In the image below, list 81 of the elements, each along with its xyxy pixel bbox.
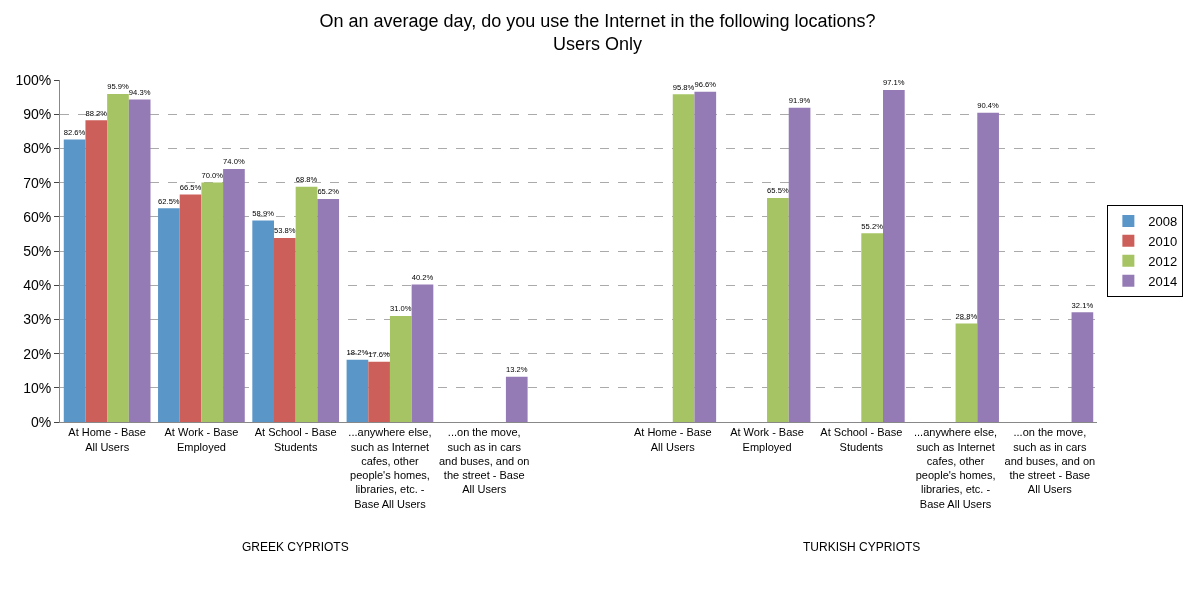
- data-label: 70.0%: [201, 171, 224, 181]
- legend-label: 2010: [1148, 233, 1178, 249]
- data-label: 95.9%: [107, 82, 129, 92]
- x-tick-label: At School - Base Students: [254, 426, 337, 453]
- text: GREEK CYPRIOTS: [242, 540, 349, 554]
- chart-subtitle: Users Only: [552, 34, 643, 55]
- data-label: 91.9%: [788, 96, 811, 106]
- y-tick-label: 40%: [23, 277, 52, 294]
- data-label: 65.2%: [317, 187, 340, 197]
- y-tick-label: 10%: [23, 379, 52, 396]
- data-label: 88.2%: [85, 108, 108, 118]
- x-tick-label: ...anywhere else, such as Internet cafes, other people's homes, libraries, etc. - Base All Users: [914, 426, 998, 510]
- bar: [861, 233, 883, 422]
- data-label: 18.2%: [346, 348, 369, 358]
- data-label: 65.5%: [767, 186, 789, 196]
- bar: [672, 94, 695, 422]
- legend-label: 2008: [1148, 214, 1178, 230]
- legend-label: 2014: [1148, 273, 1178, 289]
- y-tick-label: 50%: [23, 242, 52, 259]
- x-tick-label: At Work - Base Employed: [164, 426, 239, 453]
- x-tick-label: At School - Base Students: [820, 426, 903, 453]
- data-label: 62.5%: [158, 196, 180, 206]
- data-label: 40.2%: [411, 273, 434, 282]
- data-label: 90.4%: [977, 101, 1000, 111]
- data-label: 53.8%: [274, 226, 296, 236]
- data-label: 58.9%: [252, 209, 275, 219]
- data-label: 28.8%: [955, 311, 978, 321]
- bar: [346, 359, 369, 422]
- bar: [128, 99, 151, 422]
- bar: [85, 120, 108, 422]
- data-label: 96.6%: [694, 80, 717, 90]
- chart-title: On an average day, do you use the Internet in the following locations?: [319, 10, 876, 31]
- bar: [1071, 312, 1094, 422]
- bar: [107, 94, 129, 422]
- y-tick-label: 30%: [23, 311, 52, 328]
- y-tick-label: 80%: [23, 140, 52, 157]
- bar: [252, 220, 274, 422]
- bar: [201, 182, 224, 422]
- y-tick-label: 90%: [23, 106, 52, 123]
- bar: [694, 91, 717, 422]
- bar: [389, 315, 412, 422]
- data-label: 55.2%: [861, 221, 884, 231]
- x-tick-label: At Work - Base Employed: [730, 426, 804, 453]
- y-tick-label: 0%: [30, 413, 52, 430]
- bar: [411, 284, 434, 422]
- data-label: 94.3%: [128, 87, 151, 97]
- bar: [368, 361, 390, 422]
- data-label: 32.1%: [1071, 300, 1094, 310]
- y-tick-label: 20%: [23, 345, 52, 362]
- data-label: 17.6%: [368, 350, 391, 360]
- bar: [274, 238, 296, 422]
- data-label: 66.5%: [179, 183, 202, 193]
- bar: [223, 168, 245, 422]
- x-tick-label: At Home - Base All Users: [68, 426, 146, 453]
- data-label: 82.6%: [63, 127, 86, 137]
- x-tick-label: At Home - Base All Users: [633, 426, 712, 453]
- bar: [955, 323, 978, 422]
- text: TURKISH CYPRIOTS: [803, 540, 921, 554]
- x-tick-label: ...anywhere else, such as Internet cafes, other people's homes, libraries, etc. - Base All Users: [348, 426, 432, 510]
- bar: [788, 107, 811, 422]
- bar: [977, 112, 999, 422]
- bar: [317, 199, 340, 422]
- x-tick-label: ...on the move, such as in cars and buses, and on the street - Base All Users: [1004, 426, 1096, 496]
- bar: [63, 139, 86, 422]
- data-label: 68.8%: [295, 175, 318, 185]
- bar: [505, 376, 528, 422]
- data-label: 13.2%: [505, 365, 528, 375]
- bar: [295, 186, 318, 422]
- y-tick-label: 60%: [23, 208, 52, 225]
- data-label: 97.1%: [883, 78, 905, 88]
- y-tick-label: 70%: [23, 174, 52, 191]
- data-label: 31.0%: [389, 304, 412, 314]
- bar: [158, 208, 180, 422]
- data-label: 74.0%: [223, 157, 245, 167]
- bar: [179, 194, 202, 422]
- data-label: 95.8%: [672, 82, 695, 92]
- legend-label: 2012: [1148, 253, 1178, 269]
- y-tick-label: 100%: [15, 71, 52, 88]
- bar: [767, 197, 789, 422]
- x-tick-label: ...on the move, such as in cars and buses, and on the street - Base All Users: [438, 426, 530, 496]
- bar: [883, 89, 905, 422]
